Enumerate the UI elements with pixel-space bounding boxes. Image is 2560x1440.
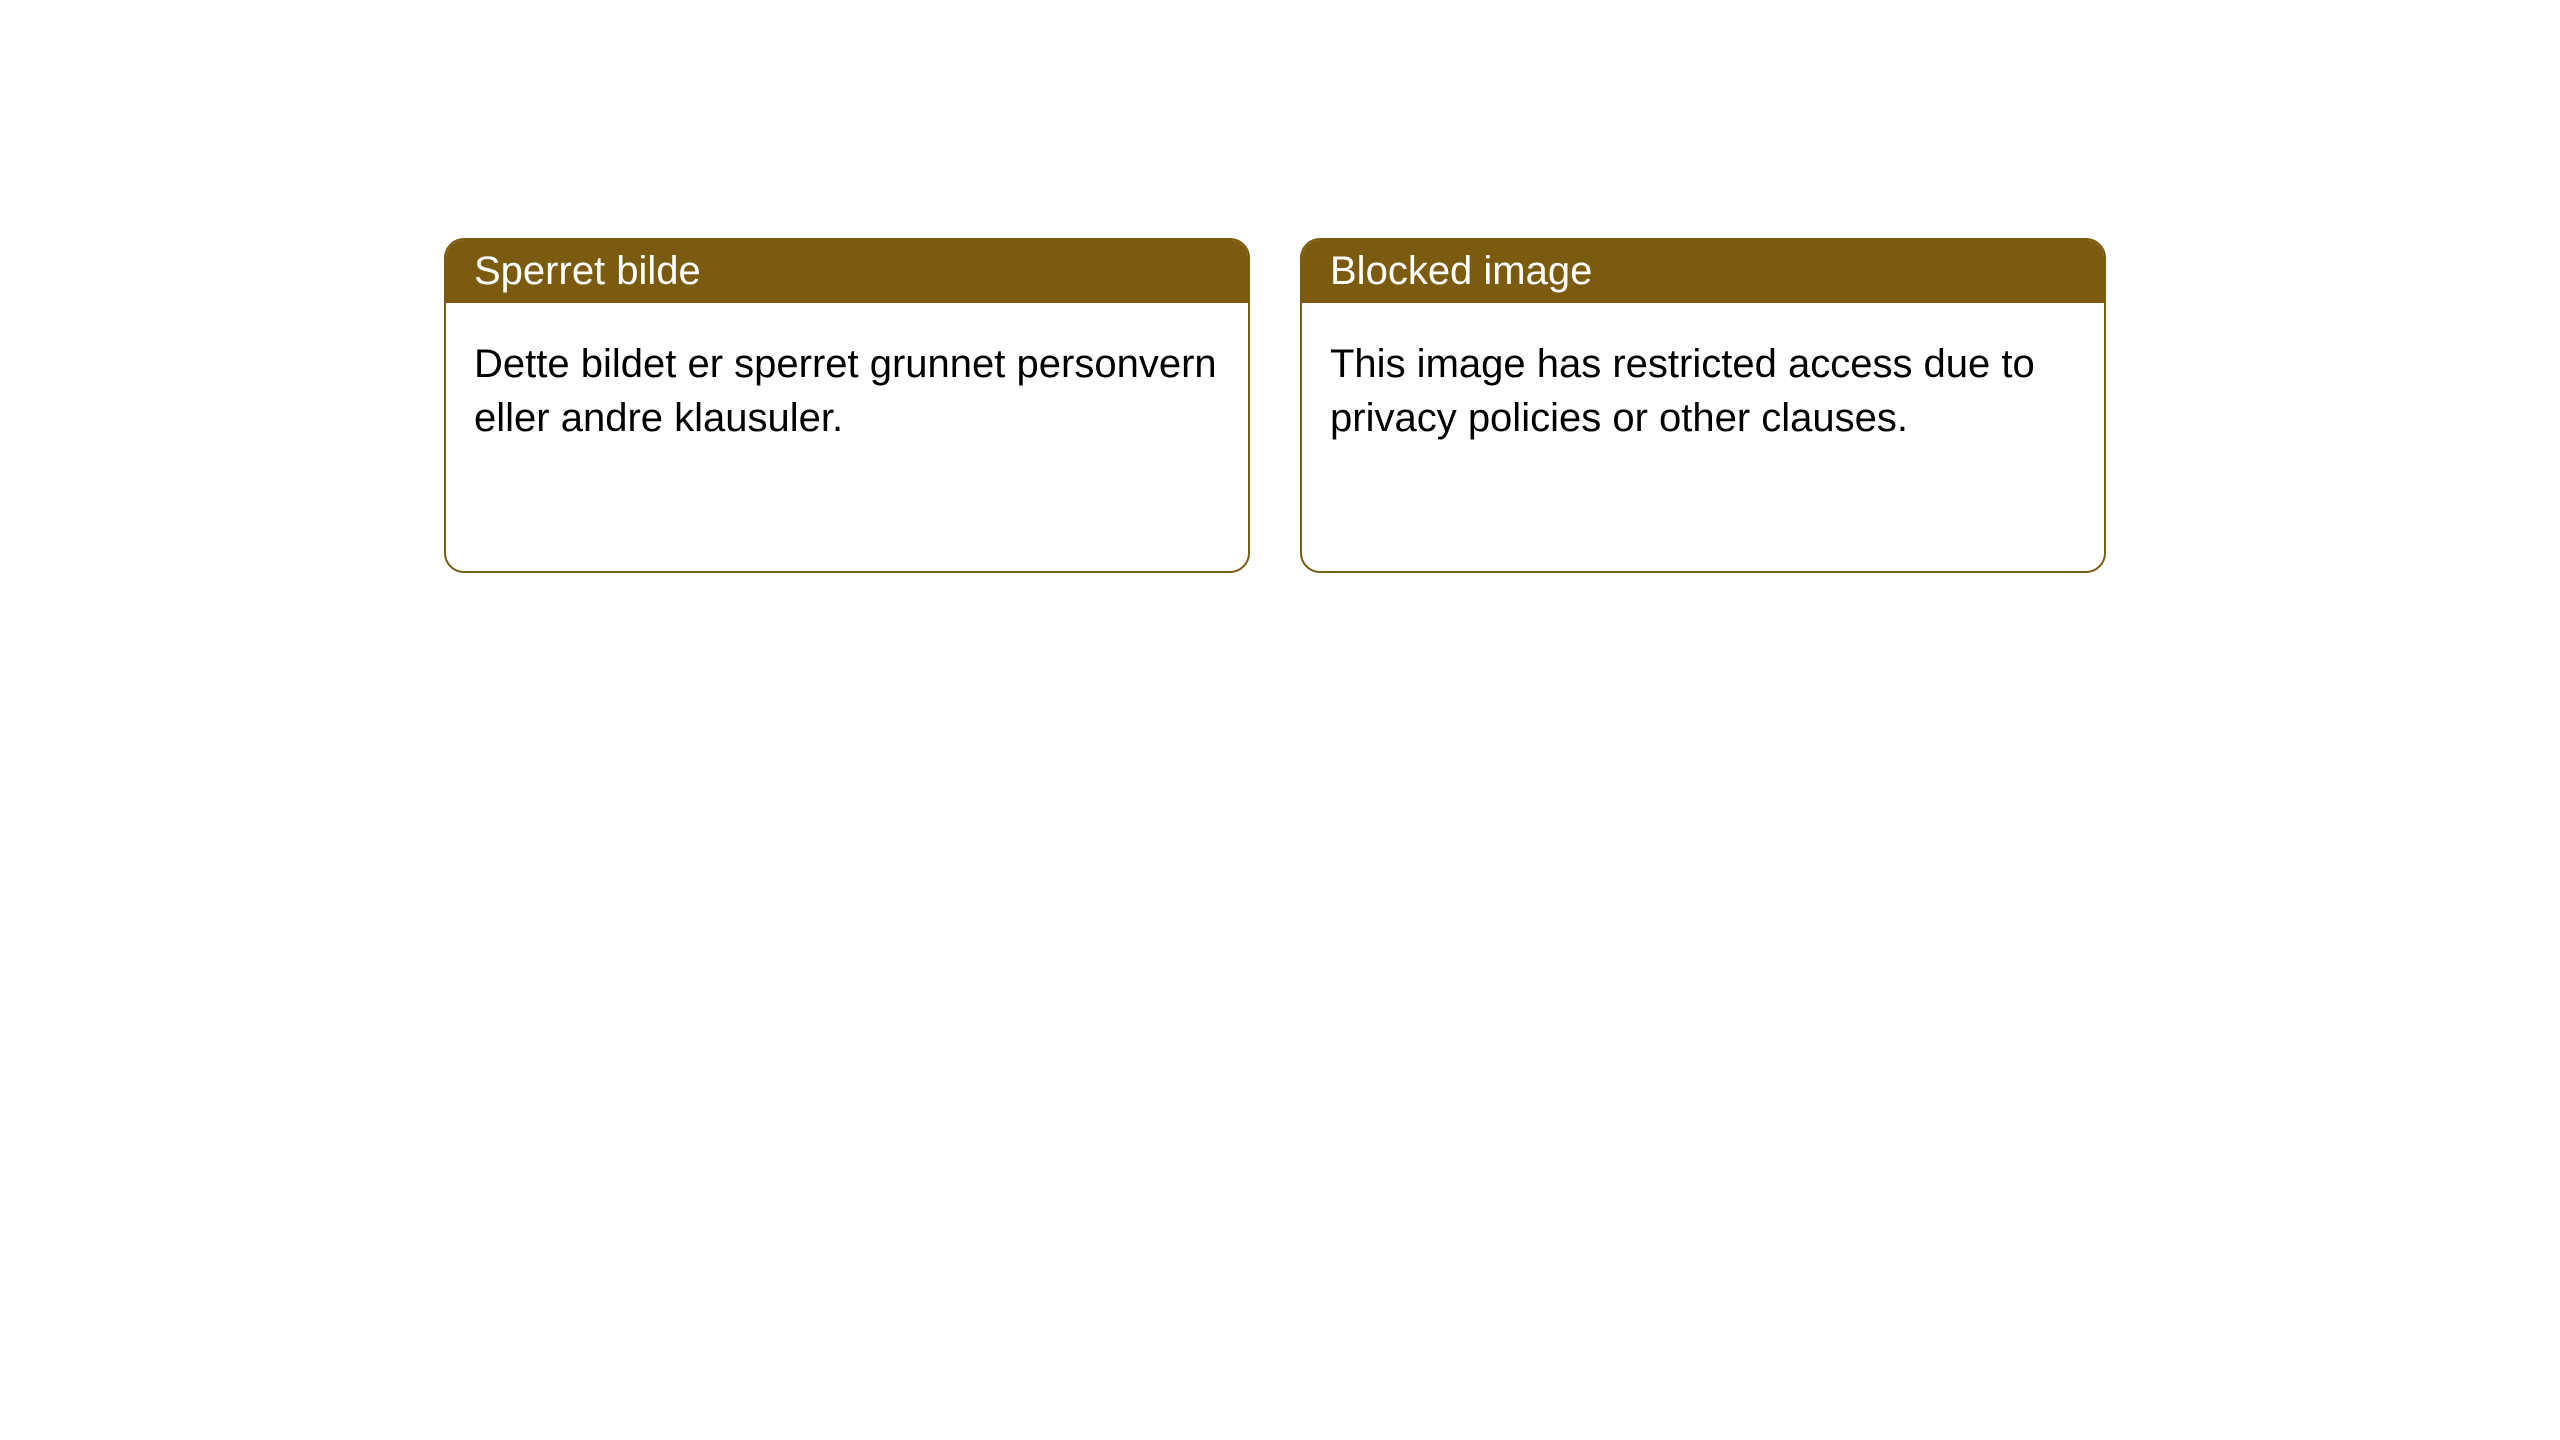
card-body: Dette bildet er sperret grunnet personve… xyxy=(446,303,1248,479)
cards-container: Sperret bilde Dette bildet er sperret gr… xyxy=(0,0,2560,573)
card-header: Sperret bilde xyxy=(446,240,1248,303)
blocked-image-card-no: Sperret bilde Dette bildet er sperret gr… xyxy=(444,238,1250,573)
card-body: This image has restricted access due to … xyxy=(1302,303,2104,479)
blocked-image-card-en: Blocked image This image has restricted … xyxy=(1300,238,2106,573)
card-header: Blocked image xyxy=(1302,240,2104,303)
